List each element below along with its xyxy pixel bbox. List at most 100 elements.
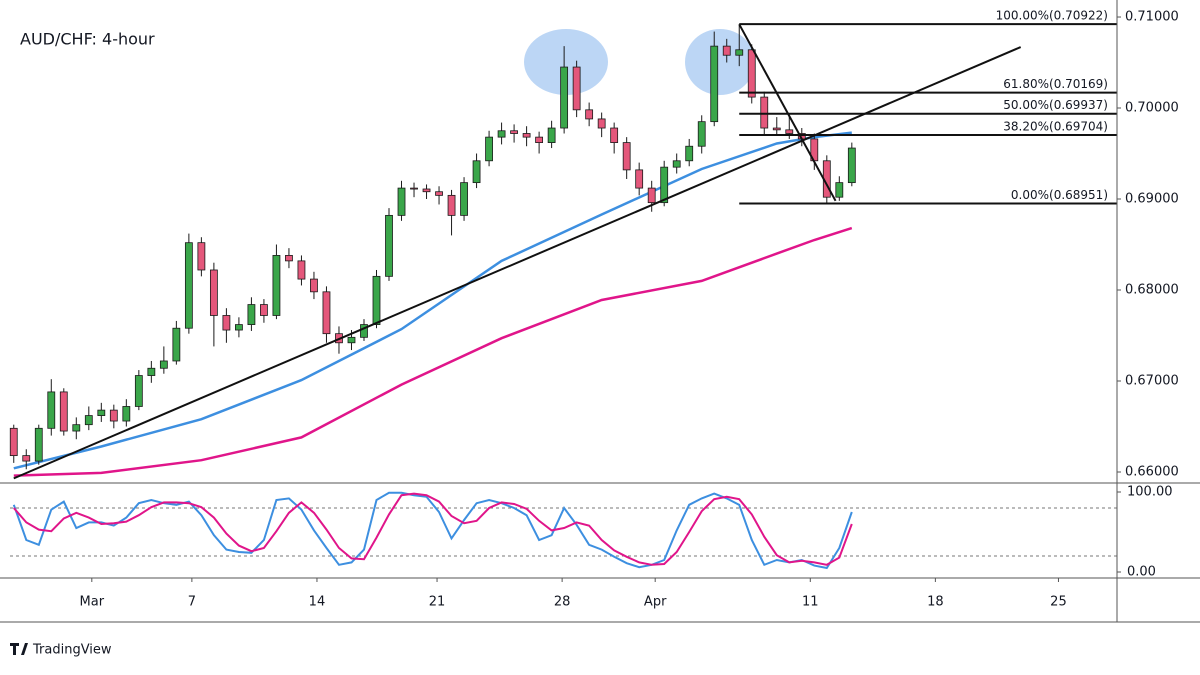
candle-body <box>835 182 844 198</box>
candle-body <box>685 145 694 162</box>
oscillator-line <box>13 492 853 566</box>
candle-body <box>422 188 431 193</box>
candle-body <box>184 242 193 329</box>
candle-body <box>109 409 118 422</box>
x-tick-label: 14 <box>309 595 326 610</box>
candle-body <box>572 66 581 111</box>
candle-body <box>472 160 481 184</box>
brand: TradingView <box>32 643 112 658</box>
chart-title: AUD/CHF: 4-hour <box>20 30 155 49</box>
oscillator-line <box>12 491 853 570</box>
candle-body <box>710 45 719 123</box>
y-tick-label: 0.69000 <box>1125 192 1179 207</box>
candle-body <box>622 142 631 171</box>
candle-body <box>222 315 231 331</box>
y-tick-label: 0.67000 <box>1125 373 1179 388</box>
x-tick-label: Apr <box>644 595 667 610</box>
fib-label: 100.00%(0.70922) <box>996 9 1108 23</box>
x-tick-label: 18 <box>927 595 944 610</box>
candle-body <box>635 169 644 189</box>
candle-body <box>209 269 218 316</box>
candle-body <box>247 304 256 325</box>
candle-body <box>497 130 506 138</box>
fib-label: 50.00%(0.69937) <box>1003 98 1108 112</box>
candle-body <box>297 260 306 280</box>
x-tick-label: Mar <box>80 595 105 610</box>
x-tick-label: 25 <box>1050 595 1067 610</box>
candle-body <box>34 427 43 462</box>
candle-body <box>47 391 56 429</box>
candle-body <box>747 49 756 98</box>
candle-body <box>535 136 544 143</box>
trend-line <box>13 46 1022 480</box>
candle-body <box>560 66 569 129</box>
x-tick-label: 11 <box>802 595 819 610</box>
candle-body <box>722 45 731 56</box>
candle-body <box>235 324 243 331</box>
candle-body <box>547 127 556 143</box>
candle-body <box>447 194 456 216</box>
candle-body <box>372 275 381 325</box>
candle-body <box>360 324 368 338</box>
trend-line <box>738 23 837 202</box>
x-tick-label: 21 <box>429 595 446 610</box>
y-tick-label: 0.68000 <box>1125 283 1179 298</box>
candle-body <box>510 130 518 134</box>
candle-body <box>134 375 143 407</box>
candle-body <box>435 191 443 196</box>
highlight <box>685 29 755 95</box>
candle-body <box>385 214 393 277</box>
candle-body <box>485 136 493 162</box>
candle-body <box>285 255 293 262</box>
candle-body <box>647 187 656 204</box>
candle-body <box>672 160 681 168</box>
candle-body <box>197 242 206 271</box>
candle-body <box>847 147 856 184</box>
candle-body <box>585 109 594 120</box>
candle-body <box>735 49 744 56</box>
logo: TradingView <box>10 643 112 658</box>
candle-body <box>785 129 794 134</box>
highlight <box>524 29 608 95</box>
logo-icon <box>10 643 28 655</box>
fib-label: 0.00%(0.68951) <box>1011 188 1108 202</box>
candle-body <box>772 127 781 131</box>
x-tick-label: 7 <box>188 595 196 610</box>
plot: 0.66000 0.67000 0.68000 0.69000 0.70000 0.710… <box>9 9 1179 610</box>
candle-body <box>410 187 418 190</box>
y-tick-label: 0.71000 <box>1125 10 1179 25</box>
fib-label: 38.20%(0.69704) <box>1003 119 1108 133</box>
moving-average <box>13 226 853 477</box>
candle-body <box>97 409 106 416</box>
candle-body <box>9 427 18 457</box>
candle-body <box>84 415 93 426</box>
candle-body <box>147 367 156 376</box>
y-tick-label: 100.00 <box>1127 485 1173 500</box>
candle-body <box>347 336 356 344</box>
x-tick-label: 28 <box>554 595 571 610</box>
candle-body <box>310 278 318 293</box>
fib-label: 61.80%(0.70169) <box>1003 77 1108 91</box>
candle-body <box>597 118 606 129</box>
candle-body <box>460 182 468 216</box>
candle-body <box>660 166 669 204</box>
candle-body <box>272 255 281 316</box>
candle-body <box>59 391 68 432</box>
candle-body <box>159 360 168 369</box>
candle-body <box>322 291 331 335</box>
y-tick-label: 0.70000 <box>1125 101 1179 116</box>
candle-body <box>260 304 268 316</box>
candle-body <box>72 424 81 432</box>
y-tick-label: 0.66000 <box>1125 464 1179 479</box>
moving-average <box>13 131 852 470</box>
candle-body <box>122 406 131 422</box>
candle-body <box>172 327 181 362</box>
candle-body <box>610 127 619 143</box>
y-tick-label: 0.00 <box>1127 565 1156 580</box>
candle-body <box>697 121 706 147</box>
candle-body <box>760 96 769 129</box>
candle-body <box>397 187 406 216</box>
candle-body <box>522 133 531 138</box>
